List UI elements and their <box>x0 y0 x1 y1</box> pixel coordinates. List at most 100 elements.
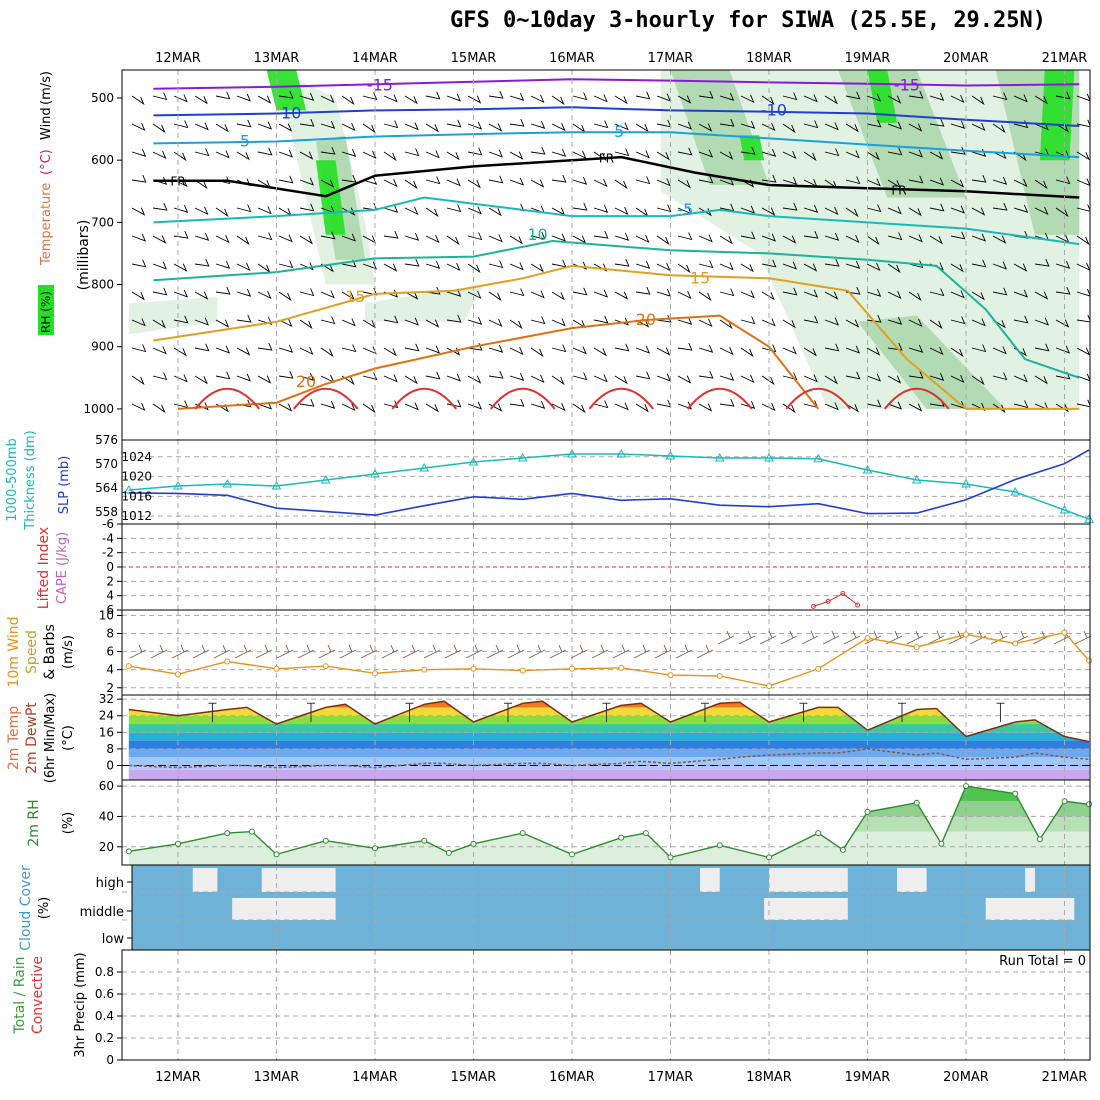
rh-legend-swatch <box>38 285 54 335</box>
wind-barb <box>257 342 273 351</box>
wind-barb <box>194 291 209 300</box>
wind-barb <box>236 373 252 382</box>
date-label-top: 19MAR <box>845 51 891 66</box>
wind10-marker <box>864 635 871 642</box>
wind-barb <box>551 344 567 353</box>
wind10-barb <box>822 630 840 645</box>
wind-barb <box>908 344 924 353</box>
wind-barb <box>782 346 797 355</box>
wind-barb <box>173 204 189 213</box>
wind-barb <box>950 205 966 214</box>
wind10-marker <box>1012 640 1019 647</box>
wind-barb <box>1013 178 1028 188</box>
wind-barb <box>1013 289 1029 298</box>
wind-barb <box>341 318 356 327</box>
wind-barb <box>698 291 712 302</box>
wind-barb <box>1013 263 1028 272</box>
wind-barb <box>1076 399 1090 408</box>
wind10-barb <box>654 644 672 659</box>
wind-barb <box>236 151 250 161</box>
temp-minmax-bar <box>306 702 315 722</box>
wind-barb <box>488 175 504 184</box>
date-label-top: 15MAR <box>451 51 497 66</box>
isotherm-25-bump <box>588 387 655 410</box>
thickness-marker <box>370 468 380 478</box>
wind10-marker <box>667 672 674 679</box>
wind-barb <box>887 342 903 351</box>
wind-barb <box>929 92 945 101</box>
wind-barb <box>488 207 502 217</box>
rh2m-marker <box>175 840 181 847</box>
rh-shading <box>365 284 484 322</box>
wind-barb <box>950 374 965 384</box>
rh-shading <box>857 315 1006 409</box>
wind-barb <box>992 235 1007 244</box>
wind-barb <box>782 287 798 296</box>
y-tick-label: 16 <box>99 725 114 739</box>
isotherm-label: -15 <box>367 76 393 95</box>
isotherm-line <box>177 314 820 410</box>
cloud-clear-block <box>700 868 720 892</box>
wind-barb <box>572 372 588 381</box>
wind-barb <box>152 372 168 381</box>
wind-barb <box>677 342 693 351</box>
wind-barb <box>677 232 693 241</box>
wind-barb <box>824 375 838 385</box>
wind-barb <box>866 178 881 187</box>
cloud-clear-block <box>764 898 848 920</box>
wind10-marker <box>1086 657 1093 664</box>
wind10-barb <box>381 644 399 659</box>
wind-barb <box>593 315 609 324</box>
isotherm-25-bump <box>785 387 852 410</box>
wind-barb <box>152 92 168 101</box>
wind-barb <box>425 345 441 354</box>
wind-barb <box>572 92 588 101</box>
thickness-marker <box>173 480 183 490</box>
wind-barb <box>530 347 544 358</box>
y-tick-label: 24 <box>99 709 114 723</box>
temp-minmax-bar <box>405 702 414 722</box>
wind-barb <box>194 179 208 190</box>
axis-label-wind-unit: (m/s) <box>39 71 54 105</box>
isotherm-label: FR <box>891 183 906 197</box>
wind-barb <box>467 316 483 325</box>
wind-barb <box>635 91 651 100</box>
isotherm-line <box>153 78 1080 90</box>
wind-barb <box>824 402 839 411</box>
axis-label-precip-total: Total / Rain <box>12 956 28 1034</box>
wind-barb <box>551 291 565 301</box>
wind-barb <box>698 90 714 99</box>
thickness-marker <box>764 452 774 462</box>
isotherm-label: 15 <box>345 287 365 306</box>
wind-barb <box>131 95 145 106</box>
wind-barb <box>614 258 630 267</box>
thickness-marker <box>961 478 971 488</box>
wind-barb <box>152 346 167 355</box>
wind-barb <box>1076 288 1090 297</box>
axis-label-celsius: (°C) <box>61 725 76 751</box>
wind-barb <box>887 375 902 384</box>
wind10-barb <box>465 644 483 659</box>
thickness-marker <box>862 464 873 474</box>
wind-barb <box>341 95 355 106</box>
rh-shading <box>660 70 1080 409</box>
wind-barb <box>509 92 525 101</box>
wind10-barb <box>129 644 147 659</box>
wind-barb <box>593 400 609 409</box>
wind-barb <box>719 319 733 330</box>
wind-barb <box>761 259 777 268</box>
wind-barb <box>782 123 796 134</box>
axis-label-cloud-cover: Cloud Cover <box>18 865 34 951</box>
temp-minmax-bar <box>208 702 217 722</box>
wind-barb <box>698 123 713 132</box>
wind-barb <box>803 347 817 357</box>
temp-band <box>128 769 1090 780</box>
wind-barb <box>404 291 419 300</box>
wind-barb <box>131 148 147 157</box>
wind-barb <box>152 319 166 329</box>
wind-barb <box>971 207 986 216</box>
wind-barb <box>908 149 924 158</box>
date-label-bottom: 16MAR <box>549 1070 595 1085</box>
wind-barb <box>509 346 524 356</box>
wind-barb <box>866 399 882 408</box>
